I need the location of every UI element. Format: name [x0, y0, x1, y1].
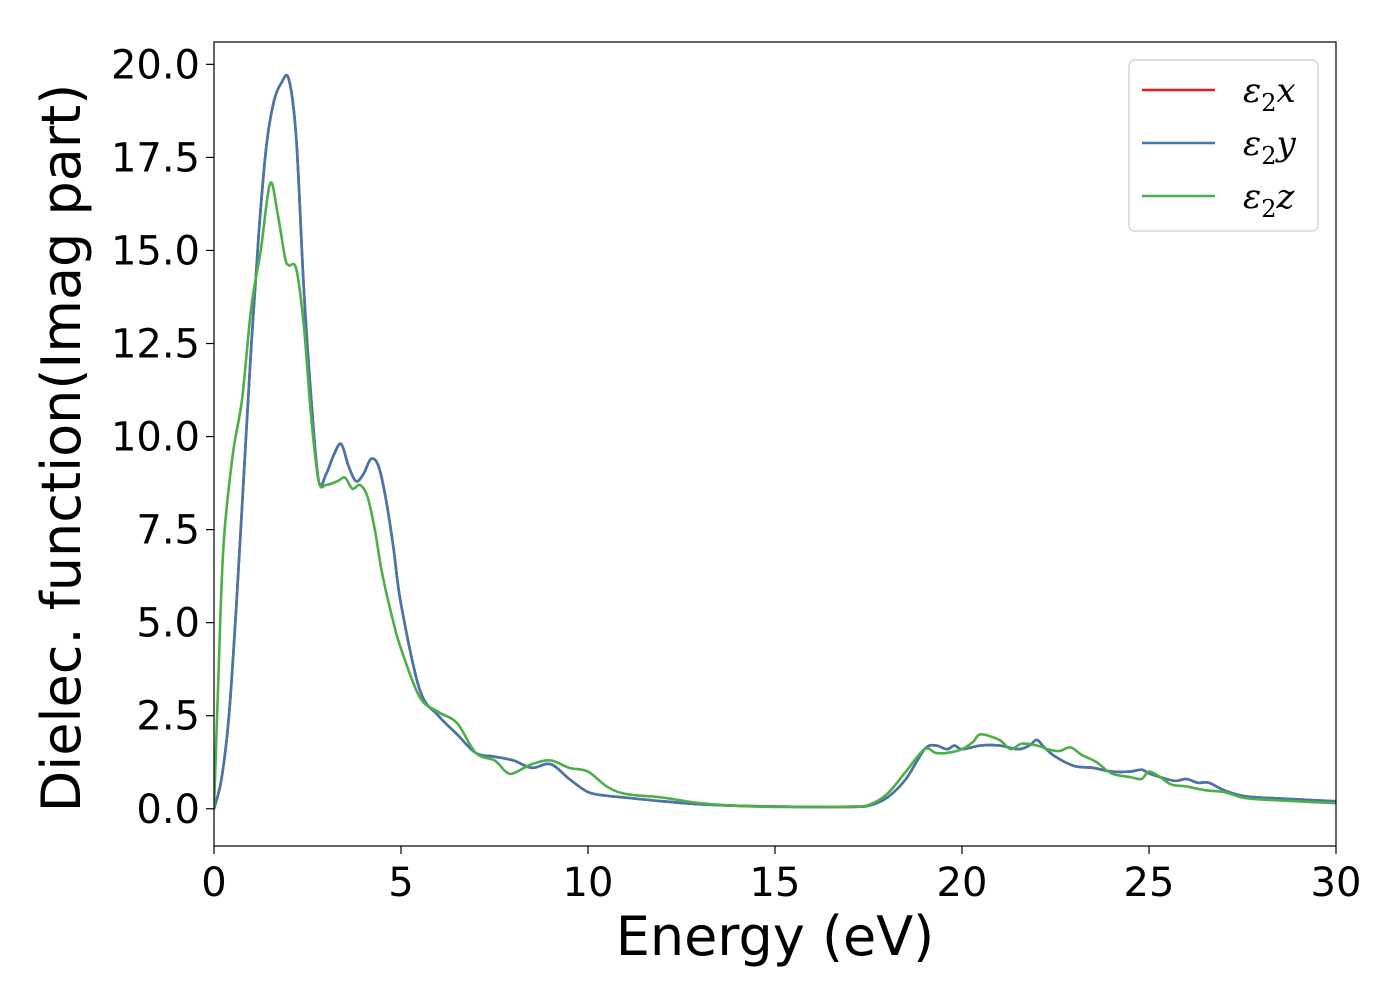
series-line-y: [214, 74, 1336, 811]
y-tick-label: 10.0: [111, 415, 200, 461]
x-tick-label: 20: [937, 860, 988, 906]
legend: ε2x ε2y ε2z: [1128, 59, 1319, 232]
y-tick-label: 17.5: [111, 135, 200, 181]
legend-label-x: ε2x: [1243, 71, 1296, 117]
y-tick-label: 5.0: [136, 601, 200, 647]
x-tick-label: 0: [201, 860, 226, 906]
x-tick-label: 30: [1311, 860, 1362, 906]
legend-box: [1128, 59, 1319, 232]
y-tick-label: 15.0: [111, 228, 200, 274]
x-axis-title: Energy (eV): [616, 905, 935, 968]
y-tick-label: 20.0: [111, 42, 200, 88]
y-axis: 0.0 2.5 5.0 7.5 10.0 12.5 15.0 17.5 20.0: [111, 42, 214, 833]
x-tick-label: 25: [1124, 860, 1175, 906]
y-tick-label: 7.5: [136, 508, 200, 554]
x-axis: 0 5 10 15 20 25 30: [201, 846, 1361, 906]
y-tick-label: 12.5: [111, 322, 200, 368]
legend-label-y: ε2y: [1243, 124, 1297, 170]
y-tick-label: 0.0: [136, 787, 200, 833]
y-tick-label: 2.5: [136, 694, 200, 740]
legend-label-z: ε2z: [1243, 177, 1296, 223]
plot-lines: [214, 74, 1336, 811]
x-tick-label: 5: [388, 860, 413, 906]
y-axis-title: Dielec. function(Imag part): [30, 84, 93, 813]
series-line-z: [214, 181, 1336, 811]
x-tick-label: 15: [750, 860, 801, 906]
x-tick-label: 10: [563, 860, 614, 906]
